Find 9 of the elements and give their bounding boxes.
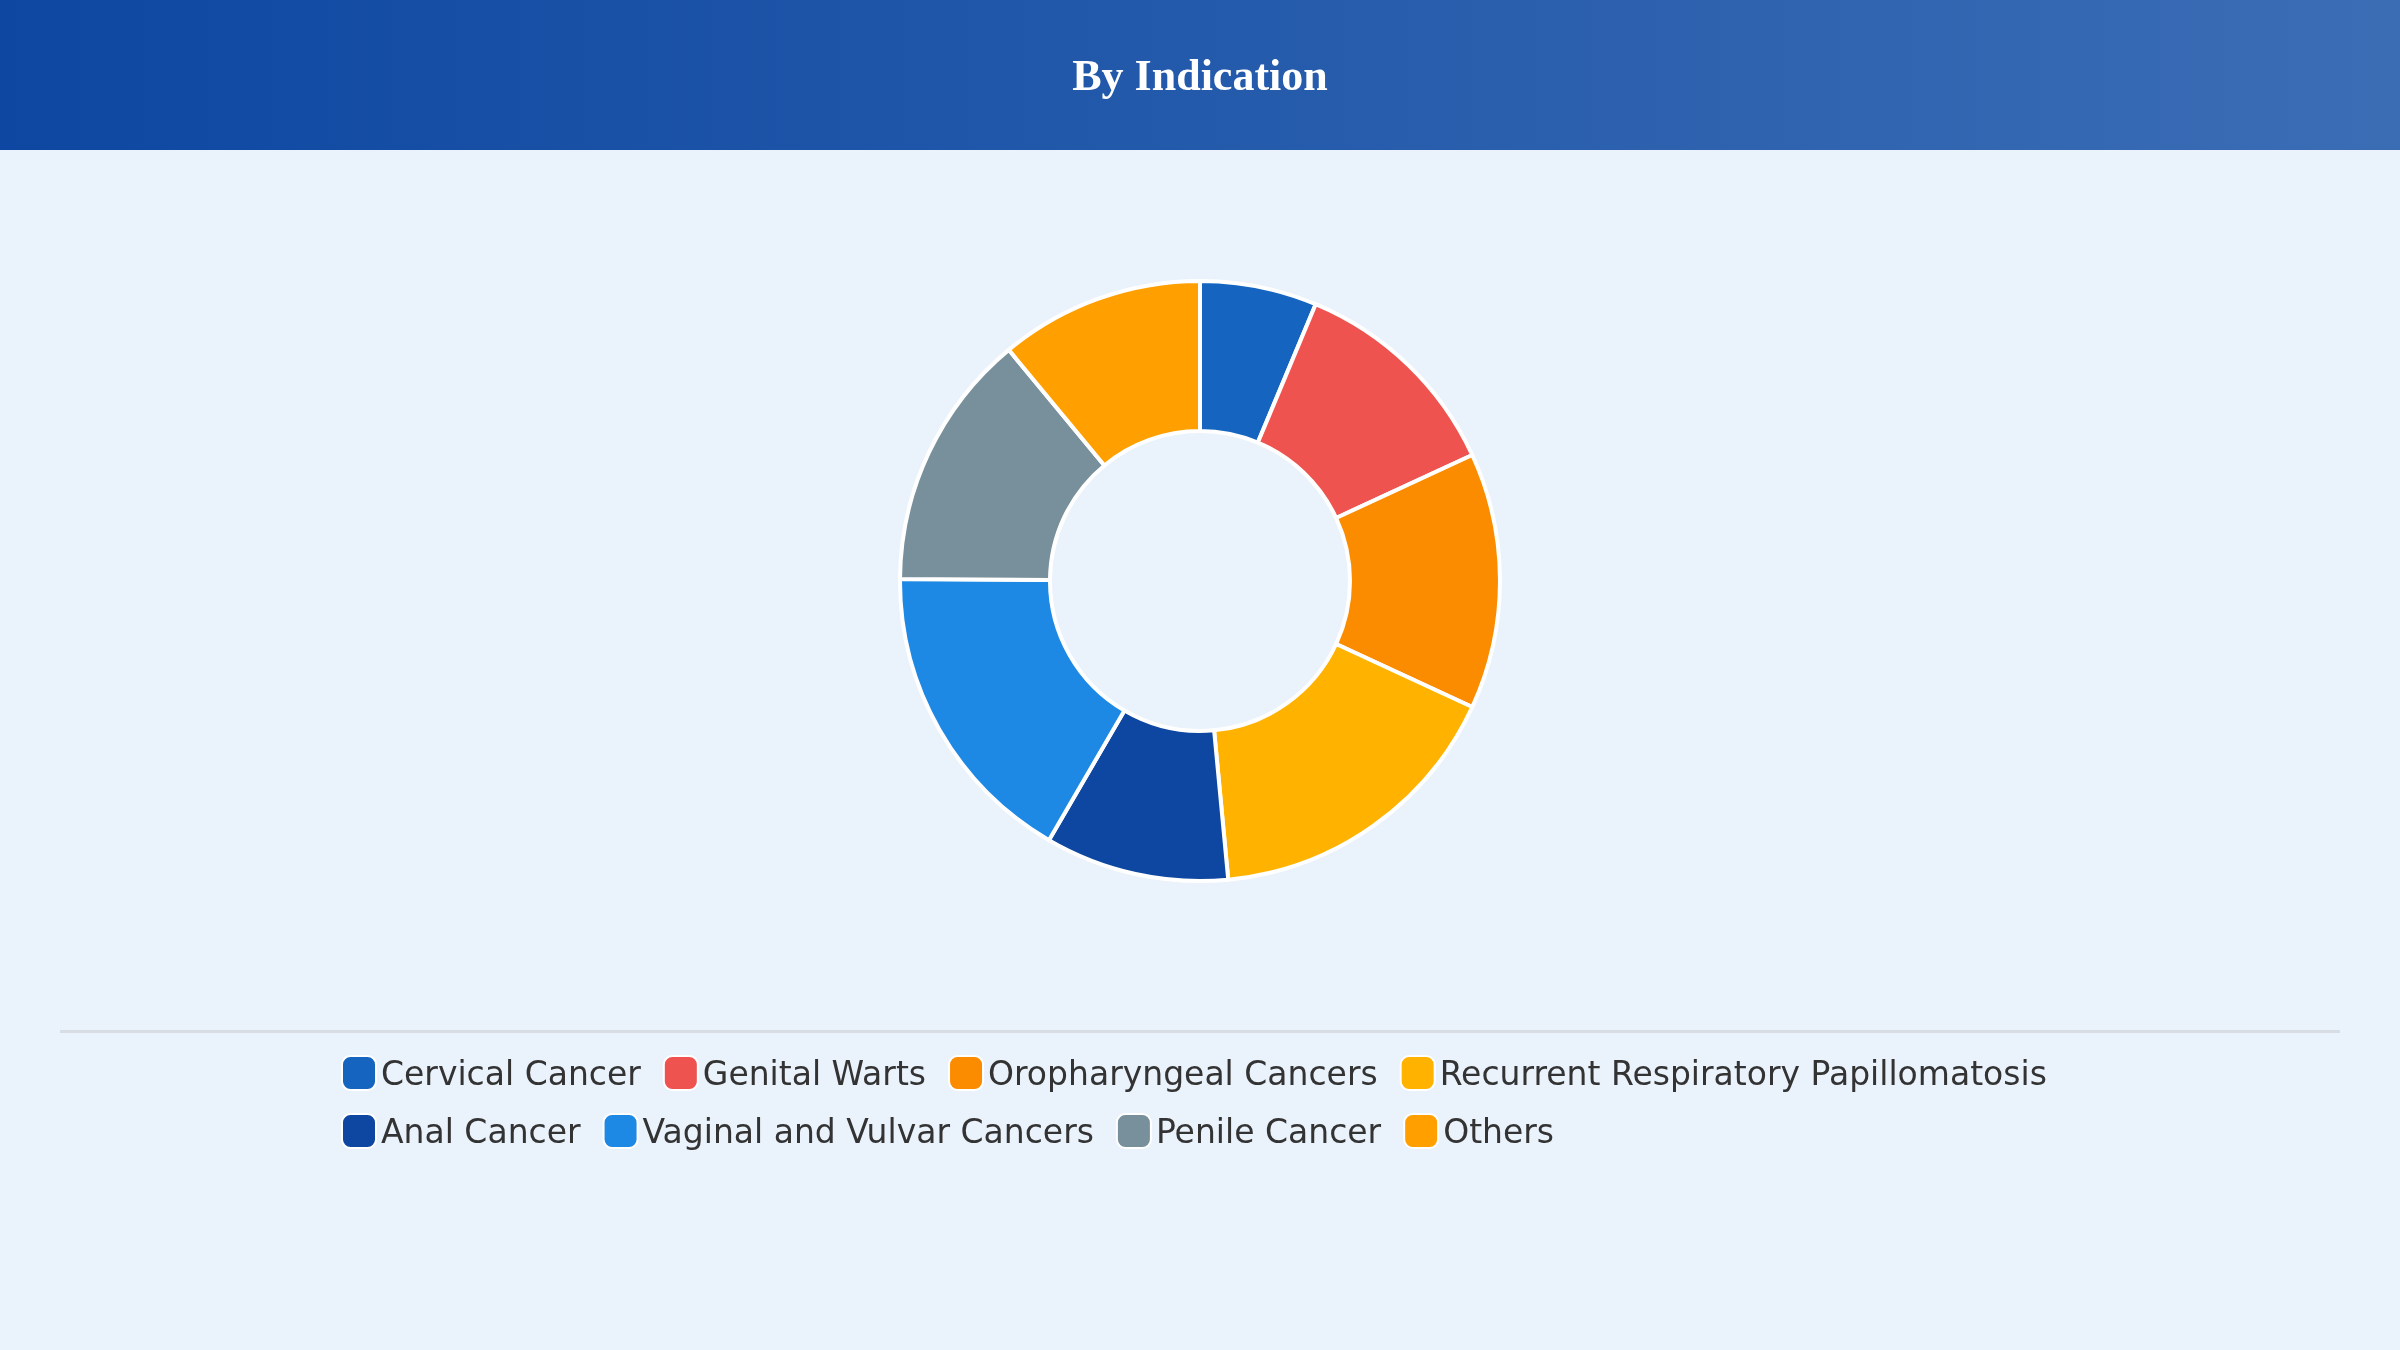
legend-label: Anal Cancer: [381, 1111, 581, 1151]
legend-label: Cervical Cancer: [381, 1053, 642, 1093]
chart-title: By Indication: [1072, 49, 1328, 101]
legend-label: Others: [1443, 1111, 1555, 1151]
legend-label: Penile Cancer: [1155, 1111, 1382, 1151]
legend-label: Vaginal and Vulvar Cancers: [642, 1111, 1094, 1151]
legend-label: Genital Warts: [702, 1053, 927, 1093]
legend-label: Oropharyngeal Cancers: [988, 1053, 1378, 1093]
legend-label: Recurrent Respiratory Papillomatosis: [1439, 1053, 2047, 1093]
